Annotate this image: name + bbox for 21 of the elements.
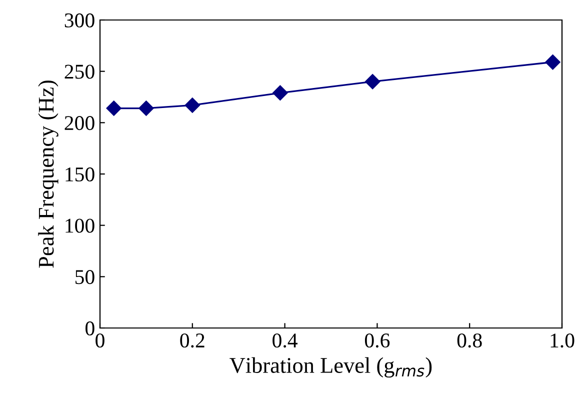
point: [184, 98, 200, 113]
point: [138, 100, 154, 116]
point: [106, 100, 122, 116]
y-tick-label: 50: [76, 270, 94, 284]
x-tick-label: 0.2: [180, 333, 204, 348]
y-tick-label: 150: [66, 167, 94, 182]
x-tick-label: 1.0: [550, 333, 574, 348]
point: [365, 74, 380, 90]
x-axis-title: Vibration Level (g$_{rms}$): [230, 357, 432, 378]
x-tick-label: 0.4: [272, 333, 298, 348]
y-tick-label: 250: [64, 64, 94, 79]
y-axis-title: Peak Frequency (Hz): [38, 80, 58, 268]
x-tick-label: 0.8: [457, 333, 482, 348]
y-tick-label: 300: [64, 13, 94, 28]
x-tick-label: 0.6: [364, 333, 390, 348]
y-tick-label: 200: [64, 116, 94, 130]
point: [272, 85, 288, 100]
point: [545, 54, 560, 70]
x-tick-label: 0: [96, 333, 104, 348]
y-tick-label: 100: [66, 218, 94, 233]
y-tick-label: 0: [86, 321, 94, 336]
